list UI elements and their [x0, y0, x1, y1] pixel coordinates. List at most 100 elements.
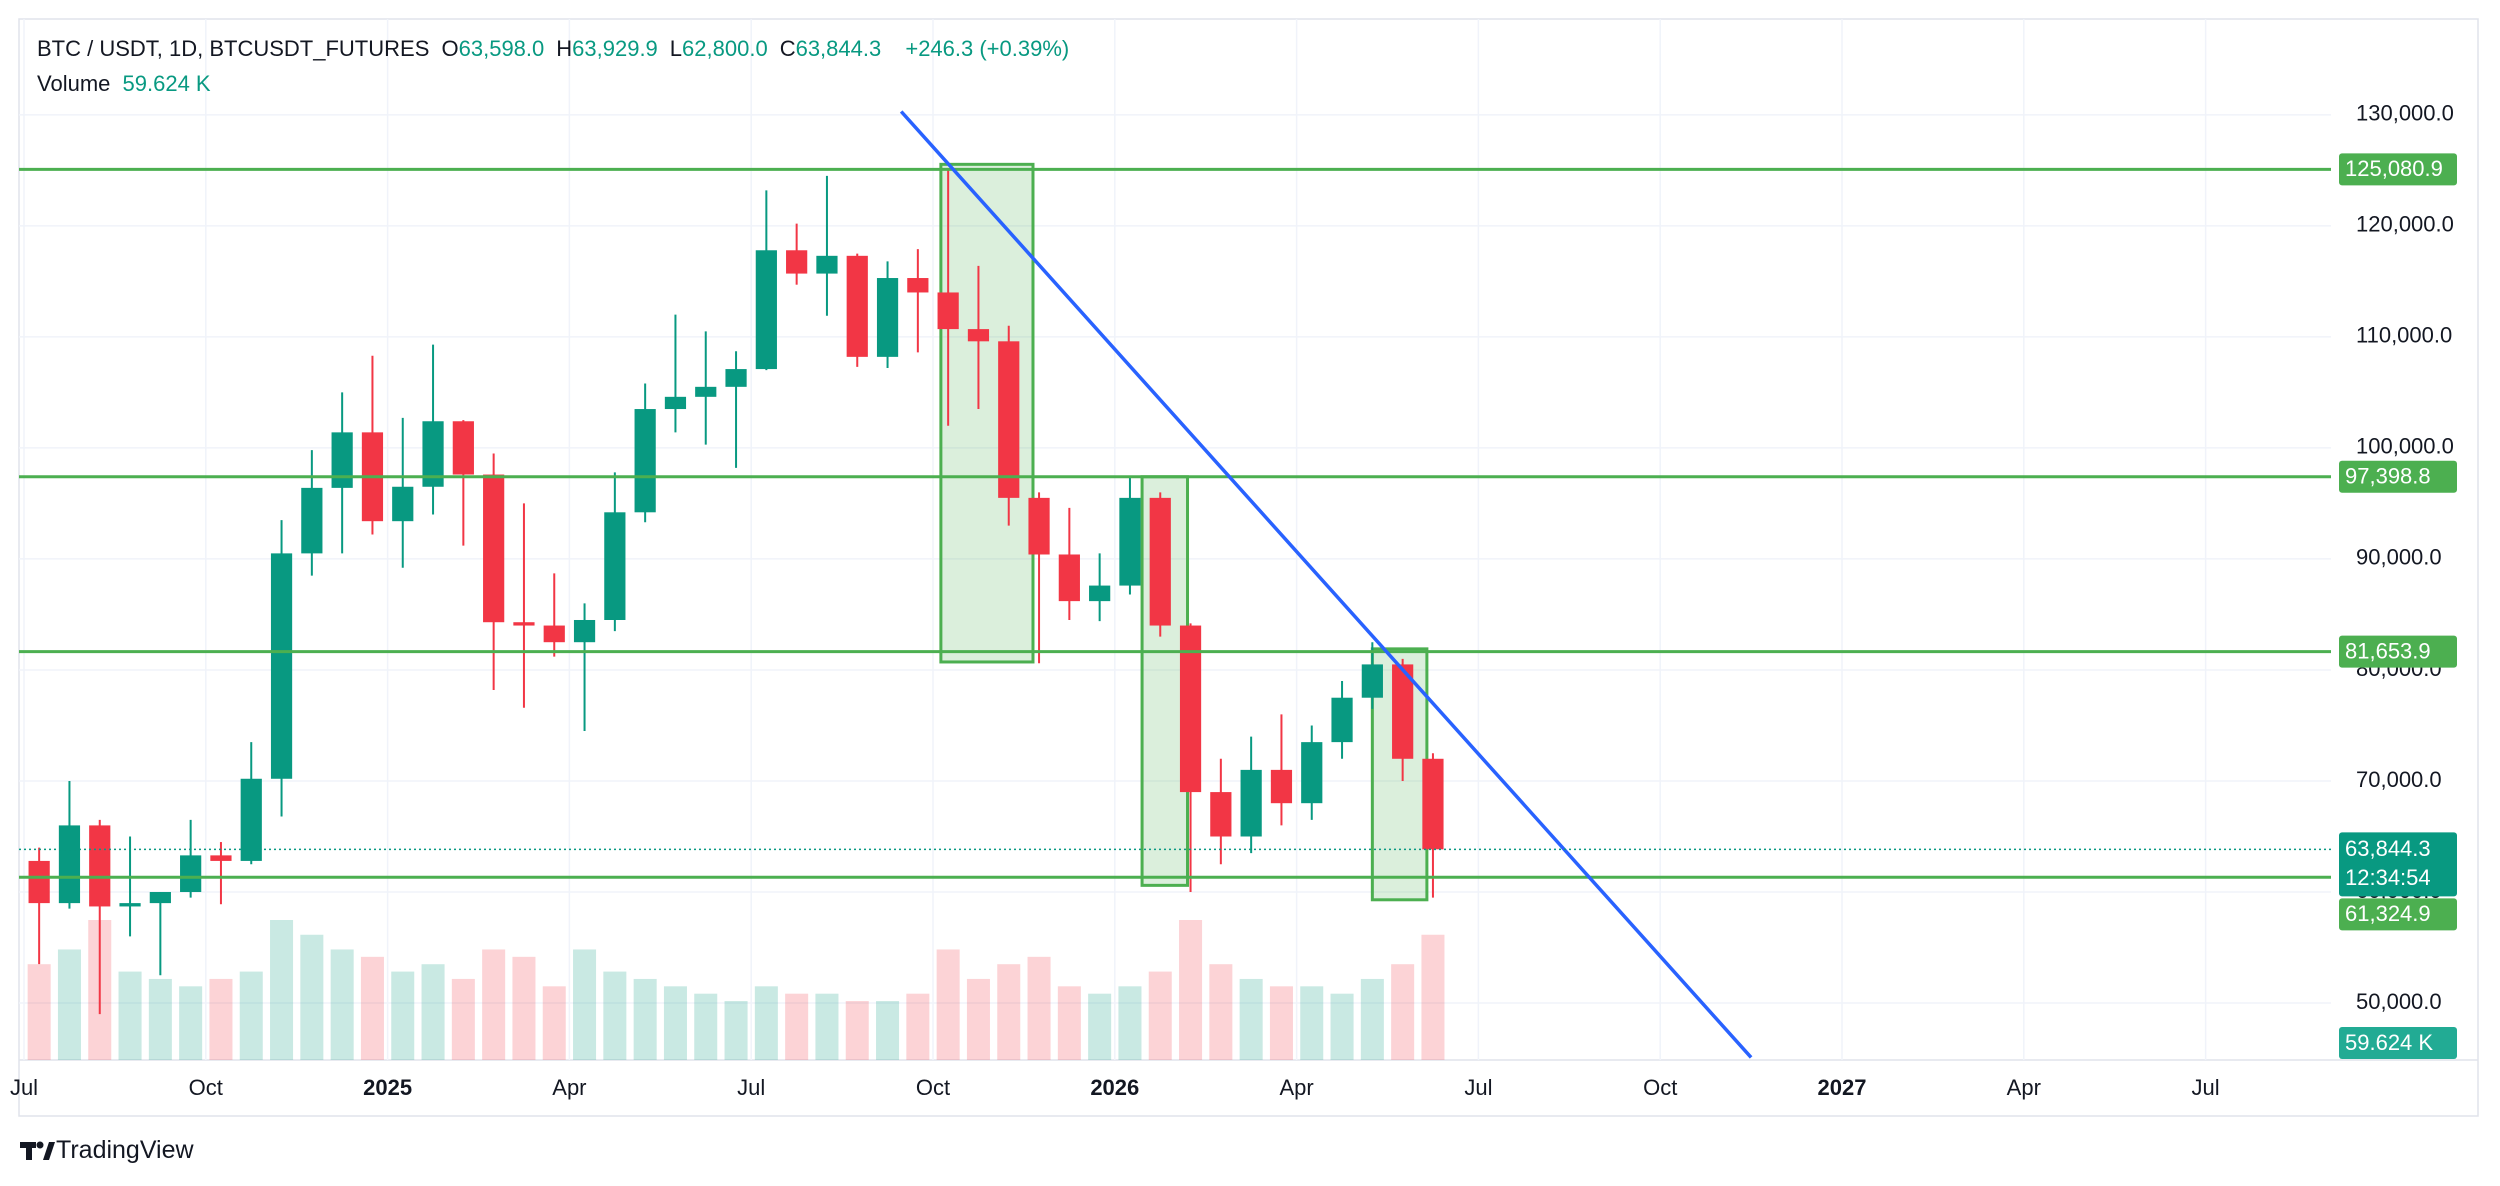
y-tick-label: 70,000.0 — [2356, 767, 2442, 792]
candle-body — [58, 825, 81, 904]
volume-bar — [966, 978, 990, 1060]
y-tick-label: 50,000.0 — [2356, 989, 2442, 1014]
x-tick-label: Oct — [189, 1075, 223, 1100]
y-tick-label: 130,000.0 — [2356, 101, 2454, 126]
volume-bar — [1148, 971, 1172, 1060]
ohlc-letter: C — [779, 36, 796, 61]
volume-bar — [1027, 956, 1051, 1060]
volume-bar — [451, 978, 475, 1060]
frame — [18, 18, 2479, 1117]
level-tag — [2339, 635, 2457, 668]
x-tick-label: Apr — [2007, 1075, 2041, 1100]
x-tick-label: Jul — [10, 1075, 38, 1100]
volume-bar — [603, 971, 627, 1060]
ohlc-letter: O — [441, 36, 459, 61]
candle-body — [786, 250, 808, 274]
y-tick-label: 110,000.0 — [2356, 323, 2452, 348]
volume-bar — [482, 949, 506, 1060]
volume-bar — [1269, 986, 1293, 1060]
volume-bar — [27, 964, 51, 1060]
volume-bar — [997, 964, 1021, 1060]
volume-bar — [1088, 993, 1112, 1060]
volume-header: Volume 59.624 K — [37, 71, 217, 97]
candle-body — [240, 778, 262, 861]
last-price-label: 63,844.3 — [2345, 836, 2431, 861]
x-tick-label: Oct — [1643, 1075, 1677, 1100]
candle-body — [1361, 664, 1383, 698]
volume-bar — [815, 993, 839, 1060]
candle-body — [1240, 769, 1262, 837]
candle-body — [452, 421, 474, 475]
candle-body — [331, 432, 353, 488]
candle-body — [89, 825, 111, 907]
volume-bar — [360, 956, 384, 1060]
ohlc-value: 63,598.0 — [458, 36, 545, 61]
x-tick-label: Jul — [1464, 1075, 1492, 1100]
level-tag — [2339, 153, 2457, 186]
x-tick-label: Jul — [2192, 1075, 2220, 1100]
symbol-header: BTC / USDT, 1D, BTCUSDT_FUTURES O63,598.… — [37, 36, 1075, 62]
volume-bar — [1239, 978, 1263, 1060]
candle-body — [1119, 497, 1141, 586]
x-tick-label: Apr — [552, 1075, 586, 1100]
volume-bar — [239, 971, 263, 1060]
ohlc-letter: H — [556, 36, 573, 61]
volume-bar — [512, 956, 536, 1060]
volume-bar — [724, 1001, 748, 1060]
volume-bar — [1179, 920, 1203, 1060]
candle-body — [1089, 585, 1111, 602]
volume-bar — [421, 964, 445, 1060]
volume-bar — [1209, 964, 1233, 1060]
volume-tag-label: 59.624 K — [2345, 1030, 2433, 1055]
volume-bar — [754, 986, 778, 1060]
candle-body — [998, 341, 1020, 498]
volume-bar — [694, 993, 718, 1060]
x-tick-label: Apr — [1279, 1075, 1313, 1100]
candle-body — [180, 855, 202, 893]
volume-bar — [270, 920, 294, 1060]
trendline — [899, 110, 1753, 1059]
y-tick-label: 120,000.0 — [2356, 212, 2454, 237]
level-tag — [2339, 898, 2457, 931]
candle-body — [513, 622, 535, 626]
candle-body — [846, 255, 868, 357]
ohlc-value: 62,800.0 — [682, 36, 768, 61]
candle-body — [755, 250, 777, 370]
candle-body — [1270, 769, 1293, 804]
candle-body — [1392, 664, 1414, 759]
volume-bar — [936, 949, 960, 1060]
candle-body — [270, 553, 293, 779]
volume-bar — [1057, 986, 1081, 1060]
candle-body — [876, 278, 899, 357]
brand-logo — [20, 1141, 55, 1160]
x-tick-label: 2025 — [363, 1075, 412, 1100]
candle-body — [725, 369, 747, 387]
candle-body — [695, 386, 717, 397]
volume-bar — [542, 986, 566, 1060]
y-tick-label: 90,000.0 — [2356, 545, 2442, 570]
candle-body — [301, 487, 323, 554]
volume-bar — [906, 993, 930, 1060]
last-price-tag — [2339, 832, 2457, 897]
level-label: 61,324.9 — [2345, 901, 2431, 926]
candle-body — [392, 486, 414, 522]
level-label: 97,398.8 — [2345, 464, 2431, 489]
level-label: 81,653.9 — [2345, 638, 2431, 663]
volume-bar — [148, 978, 172, 1060]
volume-bar — [209, 978, 233, 1060]
volume-bar — [845, 1001, 869, 1060]
ohlc-value: 63,844.3 — [795, 36, 882, 61]
brand: TradingView — [56, 1136, 194, 1164]
x-tick-label: Oct — [916, 1075, 950, 1100]
candle-body — [1058, 554, 1080, 602]
candle-body — [1301, 742, 1323, 804]
symbol-title: BTC / USDT, 1D, BTCUSDT_FUTURES — [37, 36, 430, 61]
volume-bar — [1360, 978, 1384, 1060]
candle-body — [483, 474, 505, 623]
volume-tag — [2339, 1027, 2457, 1059]
volume-bar — [1330, 993, 1354, 1060]
candle-body — [149, 892, 171, 904]
candle-body — [937, 292, 959, 330]
volume-bar — [1421, 934, 1445, 1060]
